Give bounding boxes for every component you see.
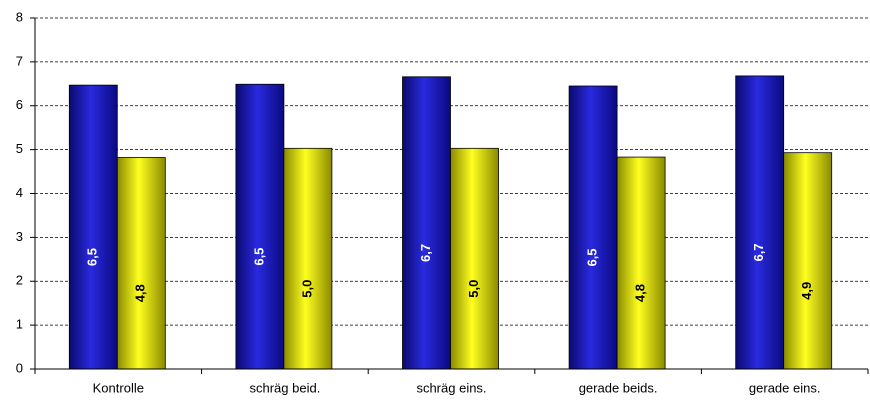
bar [68, 84, 118, 370]
bar [283, 147, 333, 370]
value-label: 6,5 [85, 248, 100, 266]
value-label: 4,8 [633, 284, 648, 302]
bar [450, 147, 499, 370]
y-tick-label: 5 [16, 141, 23, 156]
value-label: 4,8 [133, 284, 148, 302]
bar [616, 156, 666, 370]
y-tick-label: 2 [16, 273, 23, 288]
y-tick-label: 1 [16, 317, 23, 332]
value-label: 5,0 [466, 280, 481, 298]
y-tick-label: 0 [16, 360, 23, 375]
value-label: 6,7 [751, 243, 766, 261]
value-label: 6,7 [418, 244, 433, 262]
y-tick-label: 7 [16, 53, 23, 68]
bar [783, 152, 833, 370]
value-label: 5,0 [299, 280, 314, 298]
bar [116, 157, 166, 370]
bar [735, 75, 785, 370]
y-tick-label: 8 [16, 9, 23, 24]
x-tick-label: Kontrolle [93, 380, 144, 395]
value-label: 4,9 [799, 282, 814, 300]
y-tick-label: 6 [16, 97, 23, 112]
x-tick-label: gerade eins. [749, 380, 821, 395]
x-tick-label: schräg eins. [416, 380, 486, 395]
x-tick-label: schräg beid. [249, 380, 320, 395]
bar [235, 83, 285, 370]
y-tick-label: 4 [16, 185, 23, 200]
x-tick-label: gerade beids. [579, 380, 658, 395]
bar [402, 76, 451, 370]
bar [568, 85, 618, 370]
value-label: 6,5 [585, 248, 600, 266]
value-label: 6,5 [251, 248, 266, 266]
y-tick-label: 3 [16, 229, 23, 244]
